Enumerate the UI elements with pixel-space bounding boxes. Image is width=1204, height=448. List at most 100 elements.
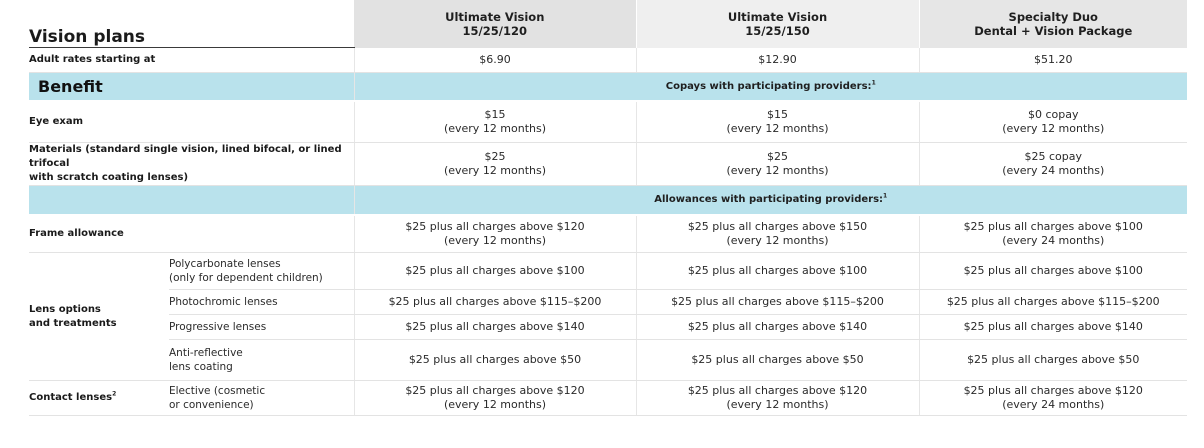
benefit-frequency: (every 12 months) [726,398,829,411]
benefit-cell: $25 plus all charges above $140 [353,314,636,340]
benefit-cell: $25 plus all charges above $120 (every 12… [353,380,636,416]
lens-option-name: Polycarbonate lenses (only for dependent … [169,252,354,290]
lens-option-name-line: (only for dependent children) [169,272,323,284]
plan-code: 15/25/150 [745,23,810,38]
lens-option-name-line: lens coating [169,361,233,373]
benefit-cell: $25 plus all charges above $120 (every 12… [635,380,919,416]
benefit-amount: $25 copay [1024,150,1082,163]
benefit-cell: $15 (every 12 months) [353,101,636,143]
benefit-frequency: (every 12 months) [726,122,829,135]
benefit-cell: $25 plus all charges above $100 (every 24… [918,215,1187,253]
benefit-cell: $25 (every 12 months) [353,142,636,186]
benefit-cell: $25 plus all charges above $50 [918,339,1187,381]
benefit-frequency: (every 12 months) [726,234,829,247]
allowance-band-spacer [29,185,354,216]
page-title: Vision plans [29,0,354,48]
benefit-amount: $25 [767,150,788,163]
adult-rates-row: Adult rates starting at $6.90 $12.90 $51… [29,47,1187,73]
benefit-cell: $25 plus all charges above $115–$200 [918,289,1187,315]
eye-exam-label: Eye exam [29,101,354,143]
footnote-marker: 2 [112,390,117,398]
lens-options-label-line: and treatments [29,317,117,329]
plan-name: Ultimate Vision [727,9,828,24]
benefit-cell: $25 plus all charges above $100 [635,252,919,290]
lens-option-name: Progressive lenses [169,314,354,340]
benefit-cell: $15 (every 12 months) [635,101,919,143]
lens-options-label-line: Lens options [29,303,101,315]
materials-label: Materials (standard single vision, lined… [29,142,354,186]
benefit-heading: Benefit [29,72,354,102]
benefit-amount: $15 [767,108,788,121]
frame-allowance-label: Frame allowance [29,215,354,253]
materials-row: Materials (standard single vision, lined… [29,142,1187,186]
benefit-cell: $25 plus all charges above $140 [918,314,1187,340]
lens-option-name-line: Anti-reflective [169,347,243,359]
benefit-frequency: (every 24 months) [1002,164,1105,177]
rate-value: $51.20 [918,47,1187,73]
benefit-cell: $25 plus all charges above $120 (every 24… [918,380,1187,416]
footnote-marker: 1 [883,192,888,200]
footnote-marker: 1 [871,79,876,87]
lens-options-label: Lens options and treatments [29,252,169,381]
benefit-amount: $25 plus all charges above $120 [687,384,868,397]
benefit-frequency: (every 12 months) [726,164,829,177]
lens-option-row: Photochromic lenses $25 plus all charges… [29,289,1187,315]
plan-name: Specialty Duo [1008,9,1098,24]
rate-value: $6.90 [353,47,636,73]
benefit-frequency: (every 12 months) [443,164,547,177]
benefit-cell: $25 plus all charges above $115–$200 [353,289,636,315]
adult-rates-label: Adult rates starting at [29,47,354,73]
benefit-amount: $25 plus all charges above $120 [963,384,1143,397]
contact-lens-type: Elective (cosmetic or convenience) [169,380,354,416]
plan-code: Dental + Vision Package [974,23,1133,38]
allowance-band-row: Allowances with participating providers:… [29,185,1187,216]
materials-label-line: Materials (standard single vision, lined… [29,144,342,169]
plan-header-specialty-duo: Specialty Duo Dental + Vision Package [918,0,1187,48]
benefit-amount: $25 plus all charges above $120 [405,220,585,233]
contact-lenses-row: Contact lenses2 Elective (cosmetic or con… [29,380,1187,416]
benefit-cell: $25 plus all charges above $50 [353,339,636,381]
benefit-cell: $25 plus all charges above $120 (every 12… [353,215,636,253]
benefit-amount: $25 [484,150,506,163]
benefit-frequency: (every 24 months) [1002,234,1105,247]
copays-note: Copays with participating providers:1 [353,72,1187,102]
plan-header-ultimate-150: Ultimate Vision 15/25/150 [635,0,919,48]
benefit-cell: $25 (every 12 months) [635,142,919,186]
benefit-cell: $0 copay (every 12 months) [918,101,1187,143]
benefit-cell: $25 plus all charges above $100 [918,252,1187,290]
rate-value: $12.90 [635,47,919,73]
lens-option-row: Anti-reflective lens coating $25 plus all… [29,339,1187,381]
benefit-cell: $25 plus all charges above $150 (every 12… [635,215,919,253]
benefit-frequency: (every 12 months) [1002,122,1105,135]
benefit-frequency: (every 12 months) [443,122,547,135]
benefit-amount: $15 [484,108,506,121]
plan-header-row: Vision plans Ultimate Vision 15/25/120 U… [29,0,1187,48]
lens-option-row: Progressive lenses $25 plus all charges … [29,314,1187,340]
benefit-amount: $25 plus all charges above $150 [687,220,868,233]
frame-allowance-row: Frame allowance $25 plus all charges abo… [29,215,1187,253]
allowances-note: Allowances with participating providers:… [353,185,1187,216]
lens-option-name: Anti-reflective lens coating [169,339,354,381]
contact-lenses-label-text: Contact lenses [29,392,113,403]
lens-option-name: Photochromic lenses [169,289,354,315]
contact-lenses-label: Contact lenses2 [29,380,169,416]
benefit-cell: $25 plus all charges above $100 [353,252,636,290]
benefit-cell: $25 plus all charges above $140 [635,314,919,340]
lens-option-row: Lens options and treatments Polycarbonate… [29,252,1187,381]
benefit-amount: $25 plus all charges above $120 [405,384,585,397]
plan-name: Ultimate Vision [445,9,545,24]
allowances-note-text: Allowances with participating providers: [654,194,884,205]
benefit-cell: $25 copay (every 24 months) [918,142,1187,186]
vision-plans-table: Vision plans Ultimate Vision 15/25/120 U… [29,0,1187,416]
materials-label-line: with scratch coating lenses) [29,172,189,183]
copays-note-text: Copays with participating providers: [665,80,872,92]
benefit-cell: $25 plus all charges above $115–$200 [635,289,919,315]
benefit-amount: $25 plus all charges above $100 [963,220,1143,233]
benefit-amount: $0 copay [1027,108,1079,121]
eye-exam-row: Eye exam $15 (every 12 months) $15 (every … [29,101,1187,143]
contact-lens-type-line: Elective (cosmetic [169,385,266,397]
benefit-frequency: (every 12 months) [443,398,547,411]
benefit-band-row: Benefit Copays with participating provid… [29,72,1187,102]
plan-code: 15/25/120 [462,23,527,38]
benefit-frequency: (every 12 months) [443,234,547,247]
